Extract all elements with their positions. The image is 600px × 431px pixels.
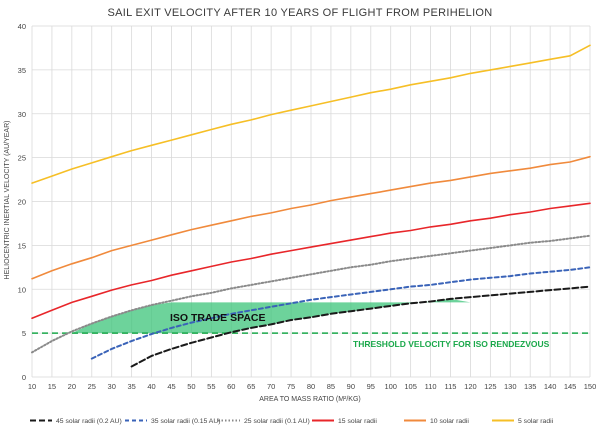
y-tick-label: 35: [18, 66, 26, 75]
series-line-1: [130, 285, 591, 368]
x-tick-label: 75: [287, 382, 295, 391]
x-tick-label: 145: [564, 382, 577, 391]
x-tick-label: 45: [167, 382, 175, 391]
y-tick-label: 0: [22, 373, 26, 382]
trade-space-layer: [71, 298, 471, 334]
x-tick-label: 120: [464, 382, 477, 391]
x-tick-label: 60: [227, 382, 235, 391]
trade-space-label: ISO TRADE SPACE: [170, 312, 265, 324]
threshold-label: THRESHOLD VELOCITY FOR ISO RENDEZVOUS: [353, 339, 550, 349]
y-axis-label: HELIOCENTRIC INERTIAL VELOCITY (AU/YEAR): [4, 121, 11, 280]
series-line-2: [90, 266, 591, 360]
legend-label-2: 35 solar radii (0.15 AU): [151, 418, 221, 425]
x-tick-label: 90: [347, 382, 355, 391]
y-tick-label: 15: [18, 241, 26, 250]
chart-title: SAIL EXIT VELOCITY AFTER 10 YEARS OF FLI…: [107, 7, 492, 19]
series-line-3: [31, 234, 591, 354]
legend-label-4: 15 solar radii: [338, 418, 377, 425]
x-tick-label: 110: [425, 382, 437, 391]
x-tick-label: 135: [524, 382, 537, 391]
series-line-6: [31, 44, 591, 184]
x-tick-label: 100: [384, 382, 397, 391]
x-tick-label: 70: [267, 382, 275, 391]
x-tick-label: 30: [108, 382, 116, 391]
tick-layer: 0 5 10 15 20 25 30 35 40 10 15 20 25 30 35 40 45 50 55 60 65…: [18, 22, 597, 391]
x-axis-label: AREA TO MASS RATIO (M²/KG): [259, 396, 361, 403]
x-tick-label: 55: [207, 382, 215, 391]
legend-label-5: 10 solar radii: [430, 418, 469, 425]
x-tick-label: 25: [88, 382, 96, 391]
series-layer: [31, 44, 591, 368]
y-tick-label: 30: [18, 110, 26, 119]
legend: 45 solar radii (0.2 AU) 35 solar radii (0…: [30, 418, 554, 425]
x-tick-label: 130: [504, 382, 517, 391]
legend-label-1: 45 solar radii (0.2 AU): [56, 418, 122, 425]
x-tick-label: 40: [147, 382, 155, 391]
legend-label-6: 5 solar radii: [518, 418, 554, 425]
x-tick-label: 140: [544, 382, 557, 391]
y-tick-label: 40: [18, 22, 26, 31]
y-tick-label: 20: [18, 198, 26, 207]
series-line-5: [31, 155, 591, 280]
y-tick-label: 25: [18, 154, 26, 163]
x-tick-label: 150: [584, 382, 597, 391]
x-tick-label: 105: [404, 382, 417, 391]
y-tick-label: 5: [22, 329, 26, 338]
x-tick-label: 85: [327, 382, 335, 391]
x-tick-label: 125: [484, 382, 497, 391]
x-tick-label: 35: [127, 382, 135, 391]
x-tick-label: 10: [28, 382, 36, 391]
x-tick-label: 95: [367, 382, 375, 391]
x-tick-label: 15: [48, 382, 56, 391]
y-tick-label: 10: [18, 285, 26, 294]
x-tick-label: 80: [307, 382, 315, 391]
trade-space-area: [71, 298, 471, 334]
x-tick-label: 65: [247, 382, 255, 391]
legend-label-3: 25 solar radii (0.1 AU): [244, 418, 310, 425]
x-tick-label: 50: [187, 382, 195, 391]
series-line-4: [31, 202, 591, 319]
x-tick-label: 20: [68, 382, 76, 391]
x-tick-label: 115: [445, 382, 457, 391]
